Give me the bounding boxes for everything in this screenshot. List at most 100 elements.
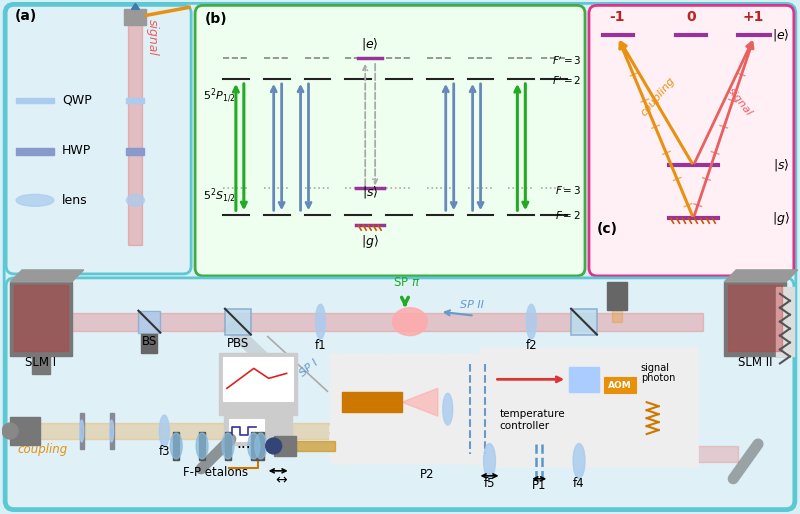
Bar (599, 446, 738, 462)
Text: signal: signal (146, 20, 158, 56)
Bar (335, 359, 435, 459)
Bar (129, 11, 142, 245)
Ellipse shape (573, 444, 585, 479)
Text: $\leftrightarrow$: $\leftrightarrow$ (273, 473, 289, 487)
Text: P2: P2 (420, 468, 434, 481)
Text: controller: controller (499, 421, 550, 431)
Text: SLM II: SLM II (738, 356, 772, 370)
Text: +1: +1 (742, 10, 764, 24)
Bar (32, 357, 50, 374)
Text: SP II: SP II (460, 300, 483, 310)
Bar (142, 334, 158, 354)
Bar (16, 148, 54, 155)
Ellipse shape (159, 415, 170, 447)
Text: $F=3$: $F=3$ (554, 185, 581, 196)
Bar (199, 432, 205, 460)
Ellipse shape (80, 420, 84, 442)
Polygon shape (131, 4, 139, 9)
Bar (258, 432, 264, 460)
FancyBboxPatch shape (589, 5, 794, 276)
Text: coupling: coupling (17, 443, 67, 456)
Bar (569, 368, 599, 392)
Bar (728, 285, 782, 352)
Ellipse shape (483, 444, 495, 479)
Bar (607, 282, 626, 310)
Bar (125, 9, 146, 25)
Ellipse shape (222, 433, 234, 459)
Text: (c): (c) (597, 222, 618, 236)
Ellipse shape (315, 304, 326, 339)
Circle shape (2, 423, 18, 439)
Ellipse shape (196, 433, 208, 459)
Text: ...: ... (237, 436, 251, 451)
Text: f3: f3 (158, 445, 170, 458)
Text: lens: lens (62, 194, 87, 207)
Bar (724, 282, 786, 357)
Circle shape (266, 438, 282, 454)
Bar (10, 417, 40, 445)
Text: f1: f1 (314, 340, 326, 353)
Bar (776, 287, 794, 357)
Text: f5: f5 (484, 477, 495, 490)
Bar (251, 432, 257, 460)
Bar (229, 419, 264, 441)
Text: signal: signal (726, 86, 754, 118)
Ellipse shape (170, 433, 182, 459)
Bar (479, 347, 698, 467)
Text: photon: photon (641, 373, 675, 383)
Bar (174, 432, 179, 460)
Ellipse shape (393, 308, 427, 336)
Bar (126, 148, 144, 155)
FancyBboxPatch shape (195, 5, 585, 276)
Polygon shape (402, 388, 438, 416)
Text: SP $\pi$: SP $\pi$ (394, 276, 421, 289)
Ellipse shape (526, 304, 536, 339)
Bar (604, 377, 636, 393)
Bar (274, 436, 295, 456)
Text: signal: signal (641, 363, 670, 373)
Text: f4: f4 (574, 477, 585, 490)
Bar (571, 309, 597, 335)
Text: $|s\rangle$: $|s\rangle$ (362, 184, 378, 200)
Text: $|e\rangle$: $|e\rangle$ (772, 27, 790, 43)
Bar (10, 282, 72, 357)
FancyBboxPatch shape (4, 4, 796, 510)
Text: (b): (b) (205, 12, 228, 26)
Bar (342, 392, 402, 412)
Text: $F'=2$: $F'=2$ (552, 75, 581, 87)
FancyBboxPatch shape (6, 278, 794, 509)
Ellipse shape (16, 194, 54, 206)
Bar (14, 285, 68, 352)
Text: $|s\rangle$: $|s\rangle$ (774, 157, 790, 174)
Ellipse shape (248, 433, 260, 459)
Bar (295, 441, 335, 451)
Text: f2: f2 (526, 340, 537, 353)
Bar (612, 310, 622, 322)
Bar (330, 355, 524, 464)
Text: $|g\rangle$: $|g\rangle$ (362, 233, 379, 250)
Text: -1: -1 (609, 10, 625, 24)
Text: $5^2P_{1/2}$: $5^2P_{1/2}$ (203, 86, 236, 105)
Polygon shape (10, 270, 84, 282)
Bar (225, 309, 251, 335)
Text: QWP: QWP (62, 94, 91, 106)
Text: AOM: AOM (608, 381, 632, 390)
Text: HWP: HWP (62, 144, 91, 157)
Bar (224, 415, 291, 445)
Text: SP I: SP I (298, 357, 320, 378)
Ellipse shape (254, 433, 266, 459)
Text: 0: 0 (686, 10, 696, 24)
Bar (219, 354, 297, 415)
Text: $|e\rangle$: $|e\rangle$ (362, 35, 379, 51)
Ellipse shape (126, 194, 144, 206)
Text: $|g\rangle$: $|g\rangle$ (772, 210, 790, 227)
FancyBboxPatch shape (138, 310, 160, 333)
Text: BS: BS (142, 335, 157, 347)
Bar (17, 313, 703, 331)
Bar (223, 357, 293, 401)
Text: coupling: coupling (638, 75, 677, 118)
Text: $5^2S_{1/2}$: $5^2S_{1/2}$ (203, 186, 236, 205)
Text: $F'=3$: $F'=3$ (551, 55, 581, 67)
Bar (110, 413, 114, 449)
Text: $F=2$: $F=2$ (554, 209, 581, 221)
